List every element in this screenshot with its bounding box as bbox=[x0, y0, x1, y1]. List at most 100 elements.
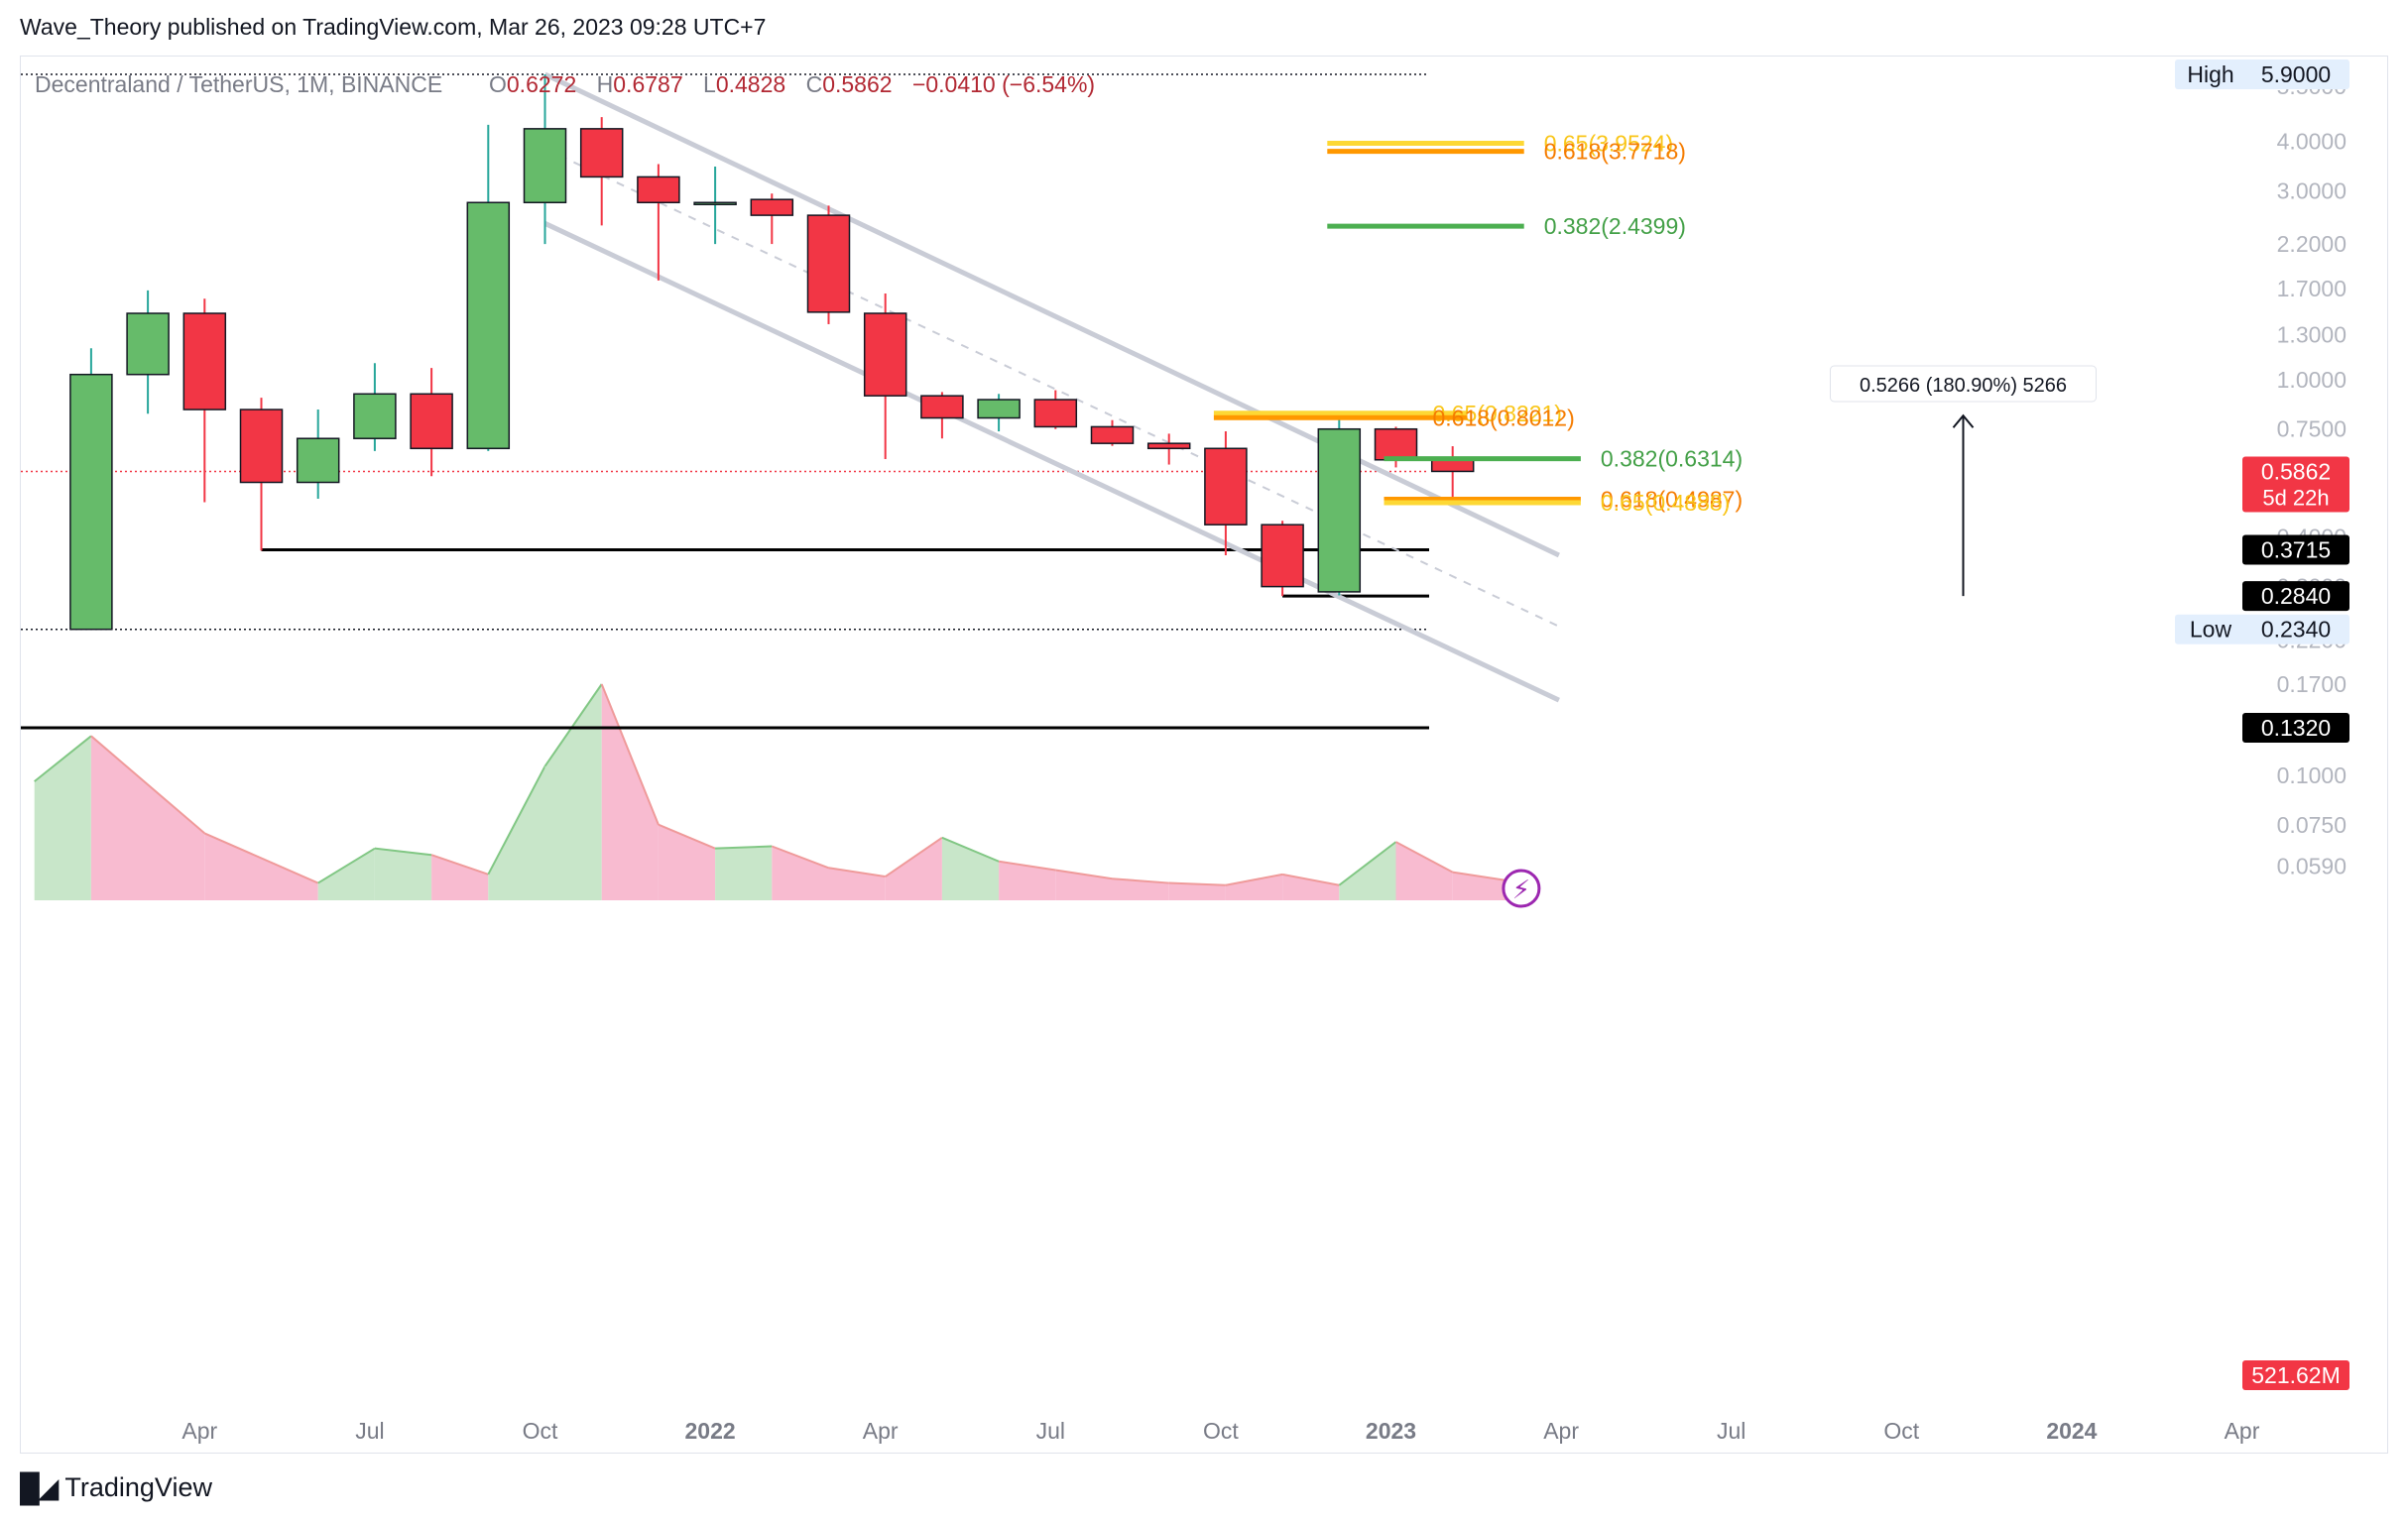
bull-candle-body bbox=[693, 201, 737, 206]
bear-candle-body bbox=[1374, 427, 1418, 461]
candle bbox=[1374, 426, 1418, 468]
hl-tag-name: Low bbox=[2190, 617, 2232, 643]
fib-level-label: 0.65(3.9524) bbox=[1544, 130, 1673, 156]
volume-edge bbox=[203, 832, 319, 884]
volume-segment bbox=[772, 846, 829, 900]
time-tick-label: Apr bbox=[863, 1418, 899, 1444]
volume-segment bbox=[544, 684, 602, 900]
candle bbox=[977, 394, 1021, 432]
candle bbox=[920, 392, 964, 439]
time-tick-label: Apr bbox=[181, 1418, 217, 1444]
volume-segment bbox=[1339, 842, 1396, 900]
candle bbox=[353, 363, 397, 451]
level-tag-label: 0.2840 bbox=[2261, 583, 2331, 609]
candle bbox=[863, 292, 907, 459]
countdown-label: 5d 22h bbox=[2262, 485, 2329, 510]
volume-edge bbox=[941, 836, 1000, 863]
tradingview-logo-icon: █◢ bbox=[20, 1472, 59, 1503]
fib-level-label: 0.618(3.7718) bbox=[1544, 139, 1686, 165]
time-tick-label: Oct bbox=[523, 1418, 558, 1444]
channel-lower-line bbox=[543, 221, 1560, 703]
descending-channel bbox=[543, 71, 1560, 703]
lightning-icon bbox=[1502, 869, 1541, 908]
measure-label-box bbox=[1830, 365, 2097, 403]
bear-candle-body bbox=[579, 128, 624, 178]
time-axis[interactable]: Apr Jul Oct 2022 Apr Jul Oct 2023 Apr Jul Oct 2024 A… bbox=[181, 1418, 2259, 1444]
close-value: 0.5862 bbox=[822, 71, 892, 97]
volume-segment bbox=[1395, 842, 1453, 900]
bull-candle-body bbox=[353, 393, 397, 439]
footer-brand[interactable]: █◢ TradingView bbox=[20, 1471, 212, 1504]
price-axis[interactable]: USDT5.50004.00003.00002.20001.70001.3000… bbox=[2175, 59, 2349, 1390]
bear-candle-body bbox=[239, 409, 284, 484]
symbol-title: Decentraland / TetherUS, 1M, BINANCE bbox=[35, 71, 442, 97]
change-value: −0.0410 (−6.54%) bbox=[912, 71, 1095, 97]
volume-edge bbox=[543, 683, 603, 767]
candle bbox=[1033, 390, 1078, 429]
candle bbox=[410, 368, 453, 477]
bull-candle-body bbox=[466, 201, 511, 450]
time-tick-label: 2023 bbox=[1366, 1418, 1416, 1444]
bear-candle-body bbox=[920, 395, 964, 419]
volume-edge bbox=[1395, 841, 1454, 874]
candle bbox=[693, 167, 737, 245]
candle bbox=[637, 164, 680, 281]
volume-edge bbox=[1452, 871, 1510, 882]
volume-segment bbox=[658, 824, 716, 900]
volume-segment bbox=[1055, 870, 1113, 900]
volume-edge bbox=[998, 860, 1056, 872]
bear-candle-body bbox=[1146, 442, 1191, 450]
fib-level-label: 0.618(0.8012) bbox=[1433, 405, 1575, 430]
candle bbox=[579, 117, 624, 226]
candle bbox=[126, 290, 170, 414]
bear-candle-body bbox=[806, 214, 851, 313]
hl-tag bbox=[2175, 59, 2349, 89]
hl-tag-value: 5.9000 bbox=[2261, 61, 2331, 87]
fib-level-label: 0.618(0.4987) bbox=[1601, 486, 1743, 512]
bull-candle-body bbox=[296, 437, 340, 484]
volume-edge bbox=[34, 735, 92, 782]
price-tick-label: 3.0000 bbox=[2277, 177, 2347, 203]
level-tag bbox=[2242, 581, 2349, 612]
hl-tag bbox=[2175, 614, 2349, 644]
bull-candle-body bbox=[523, 128, 567, 204]
candle bbox=[1204, 431, 1248, 556]
fib-level-label: 0.382(0.6314) bbox=[1601, 446, 1743, 472]
open-label: O bbox=[489, 71, 507, 97]
price-chart[interactable]: ⚡ 0.65(3.9524)0.618(3.7718) 0.382(2.4399)… bbox=[21, 57, 2389, 1455]
time-tick-label: Oct bbox=[1203, 1418, 1239, 1444]
bear-candle-body bbox=[1033, 399, 1078, 428]
brand-name: TradingView bbox=[64, 1472, 212, 1502]
candle bbox=[69, 348, 113, 631]
candle bbox=[296, 410, 340, 500]
volume-edge bbox=[487, 765, 546, 876]
volume-edge bbox=[828, 867, 886, 878]
candles[interactable] bbox=[69, 74, 1475, 631]
volume-edge bbox=[1225, 873, 1283, 886]
volume-segment bbox=[828, 868, 886, 900]
volume-segment bbox=[1282, 874, 1340, 900]
measure-label: 0.5266 (180.90%) 5266 bbox=[1860, 375, 2067, 397]
price-tick-label: 1.7000 bbox=[2277, 276, 2347, 301]
volume-segment bbox=[90, 736, 205, 900]
bear-candle-body bbox=[1204, 447, 1248, 526]
volume-edge bbox=[317, 847, 376, 884]
chart-frame[interactable]: ⚡ 0.65(3.9524) 0.618(3.7718) 0.382(2.4399)… bbox=[20, 56, 2388, 1454]
ohlc-values: O0.6272 H0.6787 L0.4828 C0.5862 −0.0410 … bbox=[489, 71, 1095, 97]
candle bbox=[523, 74, 567, 245]
high-label: H bbox=[597, 71, 614, 97]
volume-edge bbox=[1112, 878, 1169, 884]
price-tick-label: 0.0750 bbox=[2277, 812, 2347, 838]
bull-candle-body bbox=[1317, 427, 1362, 593]
level-tag-label: 0.1320 bbox=[2261, 715, 2331, 741]
level-tag bbox=[2242, 713, 2349, 743]
volume-edge bbox=[658, 823, 716, 850]
last-price-label: 0.5862 bbox=[2261, 458, 2331, 484]
candle bbox=[750, 193, 794, 245]
volume-area: ⚡ bbox=[34, 683, 1541, 908]
fib-level-label: 0.382(2.4399) bbox=[1544, 213, 1686, 239]
low-label: L bbox=[703, 71, 716, 97]
price-tick-label: 0.1700 bbox=[2277, 671, 2347, 697]
volume-segment bbox=[317, 848, 375, 900]
channel-upper-line bbox=[543, 71, 1560, 558]
